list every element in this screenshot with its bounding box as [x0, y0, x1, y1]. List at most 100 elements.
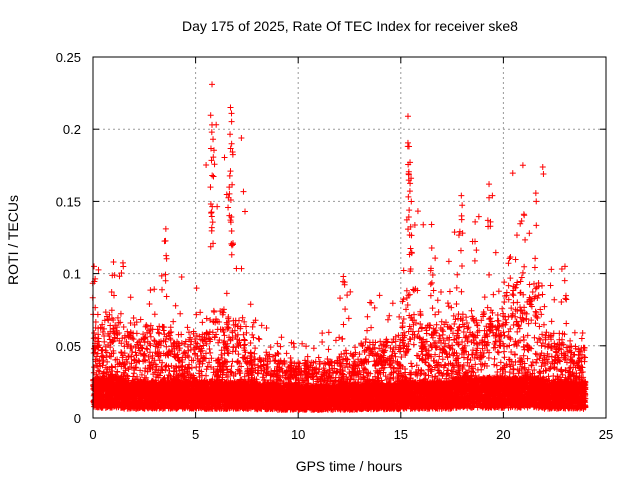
data-point	[120, 323, 127, 330]
data-point	[104, 358, 111, 365]
data-point	[209, 219, 216, 226]
data-point	[256, 336, 263, 343]
data-point	[178, 274, 185, 281]
data-point	[99, 321, 106, 328]
data-point	[170, 318, 177, 325]
data-point	[207, 349, 214, 356]
data-point	[258, 322, 265, 329]
data-point	[255, 335, 262, 342]
data-point	[203, 372, 210, 379]
data-point	[221, 154, 228, 161]
data-point	[96, 357, 103, 364]
data-point	[95, 331, 102, 338]
data-point	[184, 324, 191, 331]
data-point	[185, 353, 192, 360]
data-point	[130, 315, 137, 322]
data-point	[203, 315, 210, 322]
data-point	[211, 309, 218, 316]
data-point	[159, 286, 166, 293]
data-point	[249, 331, 256, 338]
data-point	[199, 319, 206, 326]
data-point	[207, 112, 214, 119]
data-point	[241, 337, 248, 344]
data-point	[151, 286, 158, 293]
data-point	[228, 363, 235, 370]
data-point	[91, 329, 98, 336]
data-point	[107, 322, 114, 329]
data-point	[156, 330, 163, 337]
data-point	[145, 353, 152, 360]
data-point	[325, 346, 332, 353]
data-point	[167, 324, 174, 331]
data-point	[240, 188, 247, 195]
data-point	[250, 334, 257, 341]
data-point	[147, 333, 154, 340]
data-point	[336, 334, 343, 341]
data-point	[137, 316, 144, 323]
data-point	[99, 328, 106, 335]
data-point	[238, 265, 245, 272]
data-point	[96, 342, 103, 349]
data-point	[94, 381, 101, 388]
data-point	[181, 349, 188, 356]
data-point	[224, 349, 231, 356]
data-point	[108, 307, 115, 314]
data-point	[92, 324, 99, 331]
data-point	[229, 358, 236, 365]
data-point	[163, 343, 170, 350]
data-point	[117, 310, 124, 317]
data-point	[193, 285, 200, 292]
data-point	[247, 339, 254, 346]
data-point	[99, 346, 106, 353]
data-point	[247, 349, 254, 356]
data-point	[235, 351, 242, 358]
data-point	[267, 344, 274, 351]
data-point	[95, 335, 102, 342]
data-point	[95, 266, 102, 273]
data-point	[146, 300, 153, 307]
data-point	[223, 290, 230, 297]
data-point	[263, 325, 270, 332]
data-point	[147, 287, 154, 294]
data-point	[218, 351, 225, 358]
data-point	[127, 294, 134, 301]
data-point	[185, 329, 192, 336]
data-point	[204, 363, 211, 370]
data-point	[94, 363, 101, 370]
data-point	[206, 346, 213, 353]
data-point	[238, 135, 245, 142]
data-point	[136, 358, 143, 365]
data-point	[90, 369, 97, 376]
data-point	[118, 269, 125, 276]
data-point	[203, 161, 210, 168]
data-point	[239, 314, 246, 321]
data-point	[106, 311, 113, 318]
data-point	[97, 324, 104, 331]
data-points	[89, 81, 589, 413]
data-point	[120, 263, 127, 270]
data-point	[172, 302, 179, 309]
data-point	[143, 345, 150, 352]
data-point	[247, 301, 254, 308]
data-point	[91, 383, 98, 390]
chart-title: Day 175 of 2025, Rate Of TEC Index for r…	[182, 18, 518, 34]
data-point	[90, 392, 97, 399]
data-point	[249, 323, 256, 330]
data-point	[175, 331, 182, 338]
data-point	[206, 335, 213, 342]
data-point	[94, 350, 101, 357]
data-point	[92, 319, 99, 326]
data-point	[97, 363, 104, 370]
data-point	[215, 339, 222, 346]
data-point	[91, 391, 98, 398]
data-point	[225, 204, 232, 211]
data-point	[95, 367, 102, 374]
data-point	[242, 208, 249, 215]
data-point	[156, 323, 163, 330]
data-point	[119, 335, 126, 342]
data-point	[93, 362, 100, 369]
data-point	[241, 336, 248, 343]
data-point	[144, 346, 151, 353]
data-point	[177, 310, 184, 317]
